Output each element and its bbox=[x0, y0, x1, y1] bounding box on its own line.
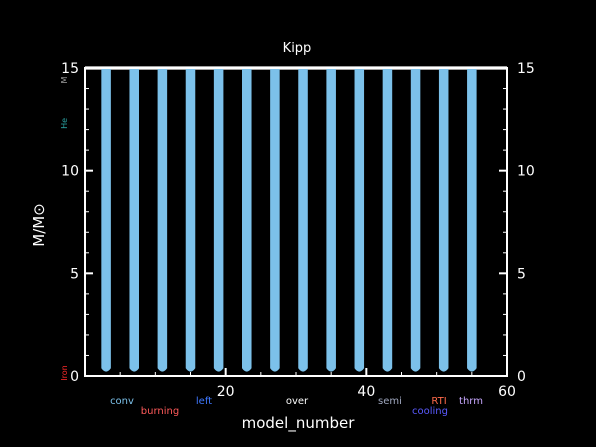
legend-entry-over: over bbox=[286, 396, 309, 407]
conv-spike bbox=[298, 68, 308, 372]
conv-spike bbox=[157, 68, 168, 372]
conv-spike bbox=[382, 68, 393, 372]
plot-area bbox=[85, 66, 507, 372]
conv-spike bbox=[101, 68, 111, 372]
y-tick-label-left: 15 bbox=[61, 61, 79, 77]
conv-spike bbox=[213, 68, 224, 372]
y-tick-label-right: 15 bbox=[517, 61, 535, 77]
chart-title: Kipp bbox=[283, 41, 312, 56]
conv-spike bbox=[410, 68, 421, 372]
conv-spike bbox=[438, 68, 449, 372]
side-labels: M He Iron bbox=[60, 76, 69, 380]
legend-entry-conv: conv bbox=[110, 396, 134, 407]
y-tick-label-right: 5 bbox=[517, 266, 526, 282]
y-axis-title: M/M⊙ bbox=[30, 203, 48, 247]
conv-spike bbox=[129, 68, 139, 372]
conv-spike bbox=[354, 68, 365, 372]
y-tick-label-right: 0 bbox=[517, 369, 526, 385]
x-tick-label: 40 bbox=[357, 384, 375, 400]
side-label-iron: Iron bbox=[60, 365, 69, 380]
x-tick-label: 20 bbox=[217, 384, 235, 400]
y-tick-label-left: 0 bbox=[70, 369, 79, 385]
conv-spike bbox=[242, 68, 252, 372]
y-tick-label-left: 10 bbox=[61, 164, 79, 180]
conv-spike bbox=[326, 68, 336, 372]
legend-entry-cooling: cooling bbox=[412, 406, 448, 417]
side-label-he: He bbox=[60, 118, 69, 129]
x-tick-label: 60 bbox=[498, 384, 516, 400]
legend-entry-burning: burning bbox=[141, 406, 179, 417]
legend-entry-semi: semi bbox=[378, 396, 402, 407]
conv-spike bbox=[270, 68, 280, 372]
conv-spike bbox=[467, 68, 477, 372]
conv-spike bbox=[185, 68, 196, 372]
x-axis-title: model_number bbox=[242, 414, 356, 433]
legend-entry-rti: RTI bbox=[431, 396, 446, 407]
y-tick-label-right: 10 bbox=[517, 164, 535, 180]
legend-entry-thrm: thrm bbox=[459, 396, 483, 407]
axes: 0 0 5 5 10 10 15 15 20 40 60 bbox=[61, 61, 535, 400]
legend-entry-left: left bbox=[196, 396, 212, 407]
side-label-m: M bbox=[60, 76, 69, 83]
y-tick-label-left: 5 bbox=[70, 266, 79, 282]
